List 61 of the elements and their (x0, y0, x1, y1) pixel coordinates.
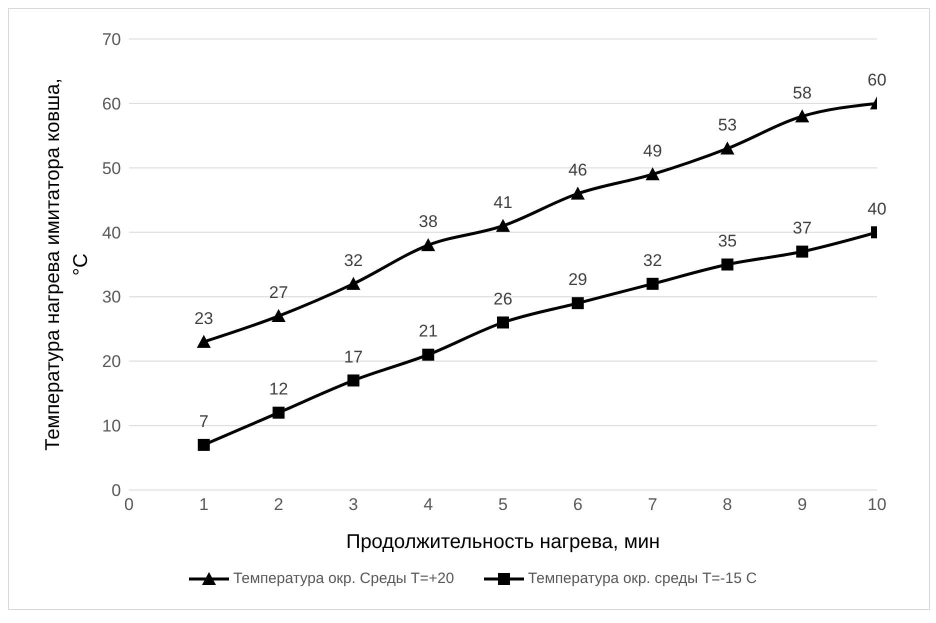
data-label: 37 (792, 218, 812, 238)
x-tick-label: 2 (274, 495, 284, 514)
point (795, 109, 810, 122)
point (198, 438, 210, 451)
data-label: 27 (269, 283, 288, 302)
point (272, 406, 285, 419)
point (570, 186, 585, 200)
point (347, 374, 360, 386)
data-label: 35 (718, 232, 737, 250)
y-tick-label: 30 (102, 288, 121, 307)
data-label: 40 (868, 199, 886, 218)
y-axis-title: Температура нагрева имитатора ковша, °С (42, 78, 92, 451)
point (720, 142, 734, 155)
data-label: 41 (494, 192, 512, 212)
data-label: 32 (344, 250, 363, 270)
legend-label: Температура окр. Среды Т=+20 (233, 570, 454, 587)
x-tick-label: 0 (124, 495, 134, 514)
data-label: 32 (643, 250, 662, 270)
y-tick-label: 10 (102, 416, 121, 436)
data-label: 38 (418, 212, 438, 232)
point (422, 348, 434, 361)
data-label: 17 (344, 347, 363, 366)
y-tick-label: 40 (102, 223, 121, 242)
y-tick-label: 20 (102, 352, 121, 372)
x-tick-label: 8 (722, 495, 732, 514)
x-tick-label: 7 (648, 495, 658, 514)
point (497, 316, 509, 328)
y-tick-label: 0 (112, 481, 121, 500)
data-label: 7 (199, 412, 209, 431)
legend-label: Температура окр. среды Т=-15 С (528, 570, 757, 587)
x-tick-label: 9 (797, 495, 807, 514)
point (572, 297, 584, 310)
x-tick-label: 3 (348, 495, 358, 514)
point (796, 246, 808, 258)
x-tick-label: 5 (498, 495, 508, 514)
point (646, 167, 660, 180)
x-tick-label: 4 (423, 495, 433, 514)
data-label: 23 (194, 308, 214, 328)
data-label: 26 (494, 289, 512, 308)
data-label: 21 (418, 322, 438, 341)
y-tick-label: 50 (102, 158, 121, 178)
point (646, 278, 659, 290)
x-axis-title: Продолжительность нагрева, мин (346, 531, 660, 553)
data-label: 60 (868, 70, 886, 90)
data-label: 29 (568, 270, 588, 290)
x-tick-label: 6 (573, 495, 583, 514)
point (421, 238, 436, 252)
data-label: 46 (568, 160, 588, 180)
data-label: 49 (643, 141, 662, 160)
x-tick-label: 1 (199, 495, 209, 514)
data-label: 12 (269, 380, 288, 399)
point (346, 276, 360, 290)
y-tick-label: 60 (102, 94, 121, 114)
point (496, 218, 510, 232)
data-label: 53 (718, 116, 737, 135)
data-label: 58 (792, 83, 812, 102)
point (196, 334, 211, 348)
x-tick-label: 10 (868, 495, 886, 514)
point (721, 258, 734, 270)
y-tick-label: 70 (102, 30, 121, 50)
point (272, 309, 286, 322)
